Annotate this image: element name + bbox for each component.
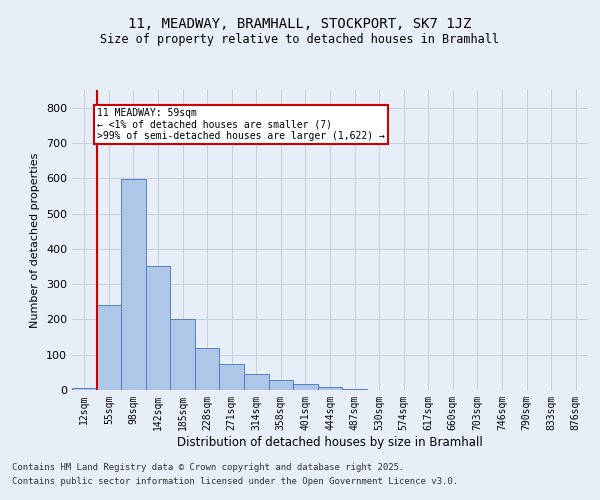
Bar (72, 388, 97, 390)
Text: Contains HM Land Registry data © Crown copyright and database right 2025.: Contains HM Land Registry data © Crown c… (12, 464, 404, 472)
X-axis label: Distribution of detached houses by size in Bramhall: Distribution of detached houses by size … (177, 436, 483, 448)
Bar (318, 387, 342, 390)
Bar (269, 380, 293, 390)
Bar (146, 266, 170, 390)
Text: 11, MEADWAY, BRAMHALL, STOCKPORT, SK7 1JZ: 11, MEADWAY, BRAMHALL, STOCKPORT, SK7 1J… (128, 18, 472, 32)
Bar (97, 306, 121, 390)
Bar (121, 180, 146, 390)
Text: 11 MEADWAY: 59sqm
← <1% of detached houses are smaller (7)
>99% of semi-detached: 11 MEADWAY: 59sqm ← <1% of detached hous… (97, 108, 385, 141)
Y-axis label: Number of detached properties: Number of detached properties (31, 152, 40, 328)
Bar (244, 374, 269, 390)
Bar (293, 384, 318, 390)
Bar (220, 364, 244, 390)
Text: Size of property relative to detached houses in Bramhall: Size of property relative to detached ho… (101, 32, 499, 46)
Bar (195, 348, 220, 390)
Text: Contains public sector information licensed under the Open Government Licence v3: Contains public sector information licen… (12, 477, 458, 486)
Bar (170, 320, 195, 390)
